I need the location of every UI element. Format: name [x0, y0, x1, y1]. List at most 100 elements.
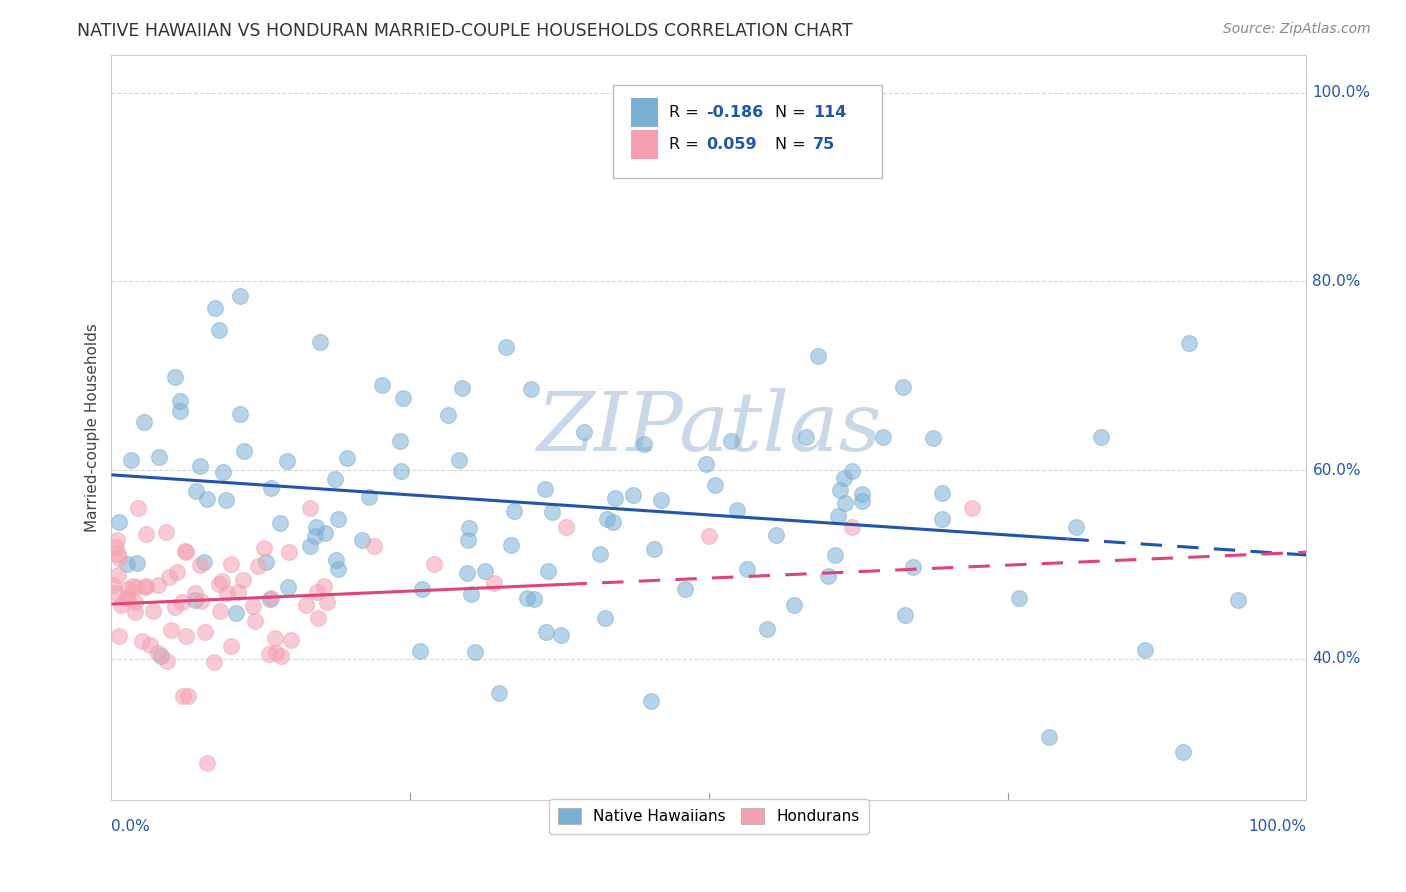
Point — [456, 566, 478, 580]
Point — [247, 558, 270, 573]
Point — [122, 579, 145, 593]
Point — [841, 519, 863, 533]
Point — [695, 457, 717, 471]
Point — [495, 340, 517, 354]
Point — [146, 646, 169, 660]
Legend: Native Hawaiians, Hondurans: Native Hawaiians, Hondurans — [550, 799, 869, 833]
Point — [807, 349, 830, 363]
Text: 0.0%: 0.0% — [111, 819, 150, 834]
Point — [276, 454, 298, 468]
Point — [193, 624, 215, 639]
Point — [326, 512, 349, 526]
Point — [155, 524, 177, 539]
Point — [174, 545, 197, 559]
Point — [304, 529, 326, 543]
Point — [105, 586, 128, 600]
Point — [1038, 730, 1060, 744]
Text: ZIPatlas: ZIPatlas — [536, 388, 882, 467]
Point — [756, 622, 779, 636]
Point — [824, 548, 846, 562]
Point — [163, 600, 186, 615]
Text: 40.0%: 40.0% — [1312, 651, 1361, 666]
Point — [149, 649, 172, 664]
Point — [107, 547, 129, 561]
Point — [922, 431, 945, 445]
Point — [482, 576, 505, 591]
Point — [131, 633, 153, 648]
Point — [115, 557, 138, 571]
Point — [827, 509, 849, 524]
Point — [794, 430, 817, 444]
Point — [124, 605, 146, 619]
Point — [554, 519, 576, 533]
Point — [1007, 591, 1029, 606]
Point — [295, 598, 318, 612]
Point — [851, 494, 873, 508]
Text: N =: N = — [775, 105, 810, 120]
Point — [328, 562, 350, 576]
Point — [411, 582, 433, 596]
Point — [165, 369, 187, 384]
Point — [704, 478, 727, 492]
Point — [108, 515, 131, 529]
Point — [211, 465, 233, 479]
Point — [640, 694, 662, 708]
Point — [204, 301, 226, 315]
Point — [105, 541, 128, 555]
Point — [931, 511, 953, 525]
Point — [160, 624, 183, 638]
Point — [437, 408, 460, 422]
Point — [650, 493, 672, 508]
Point — [460, 587, 482, 601]
Point — [832, 471, 855, 485]
Point — [125, 580, 148, 594]
Point — [157, 570, 180, 584]
Point — [725, 503, 748, 517]
Point — [193, 555, 215, 569]
Point — [202, 655, 225, 669]
Point — [392, 391, 415, 405]
Point — [901, 559, 924, 574]
Point — [259, 591, 281, 606]
Point — [142, 604, 165, 618]
Point — [593, 611, 616, 625]
Point — [735, 562, 758, 576]
Point — [127, 500, 149, 515]
Point — [523, 591, 546, 606]
Point — [516, 591, 538, 605]
Text: 100.0%: 100.0% — [1312, 86, 1371, 101]
Point — [305, 520, 328, 534]
Point — [307, 585, 329, 599]
Point — [170, 595, 193, 609]
Point — [765, 528, 787, 542]
Point — [673, 582, 696, 596]
Point — [188, 558, 211, 572]
Point — [572, 425, 595, 440]
Point — [260, 591, 283, 605]
Text: 0.059: 0.059 — [707, 137, 758, 152]
Point — [550, 627, 572, 641]
Point — [1171, 745, 1194, 759]
Point — [225, 606, 247, 620]
Point — [891, 380, 914, 394]
Point — [325, 553, 347, 567]
Point — [174, 629, 197, 643]
Point — [533, 482, 555, 496]
Point — [232, 573, 254, 587]
Point — [120, 453, 142, 467]
Point — [243, 614, 266, 628]
Point — [409, 644, 432, 658]
Point — [588, 547, 610, 561]
Point — [335, 451, 357, 466]
Point — [148, 450, 170, 464]
Point — [363, 539, 385, 553]
Point — [264, 646, 287, 660]
Point — [174, 543, 197, 558]
Text: Source: ZipAtlas.com: Source: ZipAtlas.com — [1223, 22, 1371, 37]
Point — [107, 568, 129, 582]
Point — [697, 529, 720, 543]
FancyBboxPatch shape — [613, 85, 882, 178]
Point — [110, 599, 132, 613]
Point — [270, 648, 292, 663]
Point — [134, 579, 156, 593]
